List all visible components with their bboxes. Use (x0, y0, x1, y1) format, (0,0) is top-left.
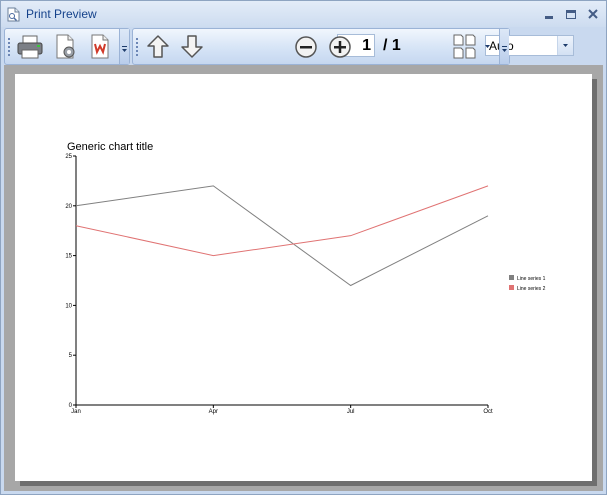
page-setup-icon (56, 34, 75, 59)
toolbar-overflow-button[interactable] (499, 29, 509, 64)
toolbar: 1 / 1 Auto (4, 28, 604, 65)
legend-swatch (509, 275, 514, 280)
zoom-in-icon (329, 36, 351, 58)
preview-area[interactable]: Generic chart title 0 5 10 15 20 25 Jan Apr Jul… (4, 65, 603, 491)
x-tick-label: Jul (347, 409, 355, 415)
chart-title: Generic chart title (67, 141, 153, 153)
preview-page: Generic chart title 0 5 10 15 20 25 Jan Apr Jul… (15, 74, 592, 481)
arrow-up-icon (147, 35, 169, 58)
legend-swatch (509, 285, 514, 290)
x-tick-label: Oct (483, 409, 493, 415)
y-tick-label: 20 (65, 204, 72, 210)
print-preview-document-icon (7, 7, 20, 22)
toolbar-grip-icon[interactable] (8, 38, 11, 56)
previous-page-button[interactable] (143, 32, 173, 61)
chevron-down-icon (485, 45, 490, 48)
chevron-down-icon (563, 44, 568, 47)
y-tick-label: 10 (65, 303, 72, 309)
chevron-down-icon (122, 46, 127, 52)
next-page-button[interactable] (177, 32, 207, 61)
series-line-2 (75, 185, 489, 257)
minimize-icon (545, 16, 553, 19)
close-button[interactable] (582, 4, 604, 24)
export-button[interactable] (85, 32, 115, 61)
printer-icon (17, 35, 43, 59)
y-tick-label: 25 (65, 154, 72, 160)
page-total-label: / 1 (383, 37, 401, 54)
legend-label: Line series 1 (517, 276, 546, 282)
toolbar-overflow-button[interactable] (119, 29, 129, 64)
multiple-pages-button[interactable] (451, 32, 481, 61)
multiple-pages-icon (453, 34, 476, 59)
x-tick-label: Jan (71, 409, 81, 415)
close-icon (588, 9, 598, 19)
y-tick-label: 15 (65, 254, 72, 260)
line-chart: Generic chart title 0 5 10 15 20 25 Jan Apr Jul… (65, 141, 546, 415)
y-tick-label: 0 (69, 403, 73, 409)
zoom-in-button[interactable] (325, 32, 355, 61)
legend-label: Line series 2 (517, 286, 546, 292)
page-setup-button[interactable] (50, 32, 80, 61)
chevron-down-icon (502, 46, 507, 52)
print-button[interactable] (15, 32, 45, 61)
multiple-pages-dropdown[interactable] (481, 32, 495, 61)
zoom-out-button[interactable] (291, 32, 321, 61)
toolbar-group-navigation: 1 / 1 Auto (132, 28, 574, 65)
y-tick-label: 5 (69, 353, 73, 359)
minimize-button[interactable] (538, 4, 560, 24)
maximize-button[interactable] (560, 4, 582, 24)
series-line-1 (75, 185, 489, 287)
zoom-dropdown-button[interactable] (557, 36, 573, 55)
arrow-down-icon (181, 35, 203, 58)
export-document-icon (91, 34, 109, 59)
toolbar-grip-icon[interactable] (136, 38, 139, 56)
x-tick-label: Apr (209, 409, 218, 415)
zoom-out-icon (295, 36, 317, 58)
maximize-icon (566, 10, 576, 19)
window-title: Print Preview (26, 7, 97, 21)
toolbar-group-file (4, 28, 130, 65)
title-bar: Print Preview (1, 1, 606, 27)
